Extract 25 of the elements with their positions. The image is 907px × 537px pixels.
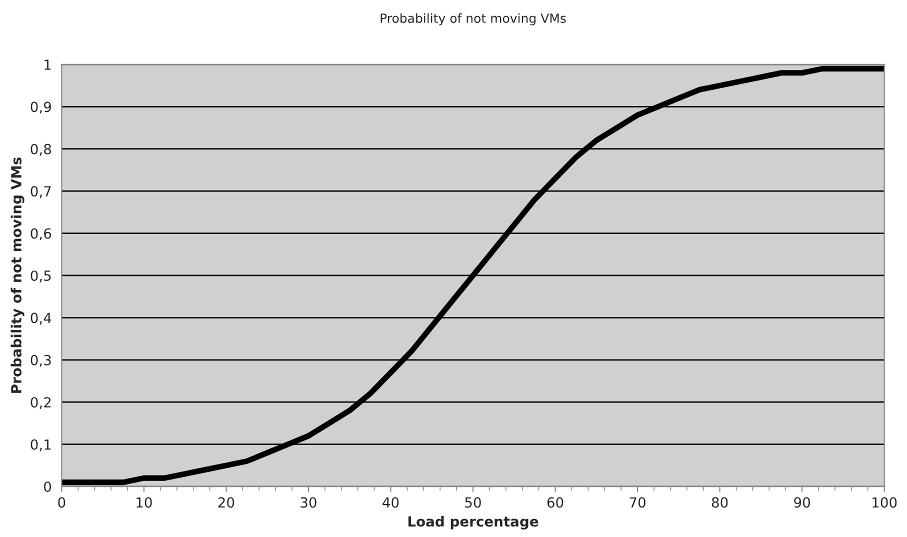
x-tick-label: 50 <box>465 497 481 508</box>
x-axis-title: Load percentage <box>408 516 538 530</box>
y-tick-label: 0,7 <box>30 186 51 198</box>
y-tick-label: 0,3 <box>30 354 51 367</box>
y-tick-label: 0,9 <box>30 102 51 114</box>
x-tick-label: 80 <box>712 497 728 508</box>
x-tick-label: 90 <box>794 497 810 508</box>
y-tick-label: 0,2 <box>30 397 51 409</box>
y-tick-label: 0,5 <box>30 270 51 282</box>
y-tick-label: 0,6 <box>30 228 52 240</box>
y-tick-label: 1 <box>44 60 51 70</box>
x-tick-label: 20 <box>218 497 234 508</box>
y-tick-label: 0,8 <box>30 144 52 156</box>
y-tick-label: 0 <box>44 481 52 492</box>
x-tick-label: 10 <box>136 497 152 508</box>
y-tick-label: 0,1 <box>30 439 51 452</box>
x-tick-label: 100 <box>872 497 897 508</box>
y-tick-label: 0,4 <box>30 312 52 325</box>
x-tick-label: 70 <box>630 497 646 508</box>
chart-title: Probability of not moving VMs <box>380 13 566 26</box>
x-tick-label: 40 <box>382 497 399 508</box>
x-tick-label: 0 <box>58 497 66 508</box>
x-tick-label: 30 <box>300 497 316 508</box>
x-tick-label: 60 <box>547 497 564 508</box>
y-axis-title: Probability of not moving VMs <box>10 157 24 393</box>
